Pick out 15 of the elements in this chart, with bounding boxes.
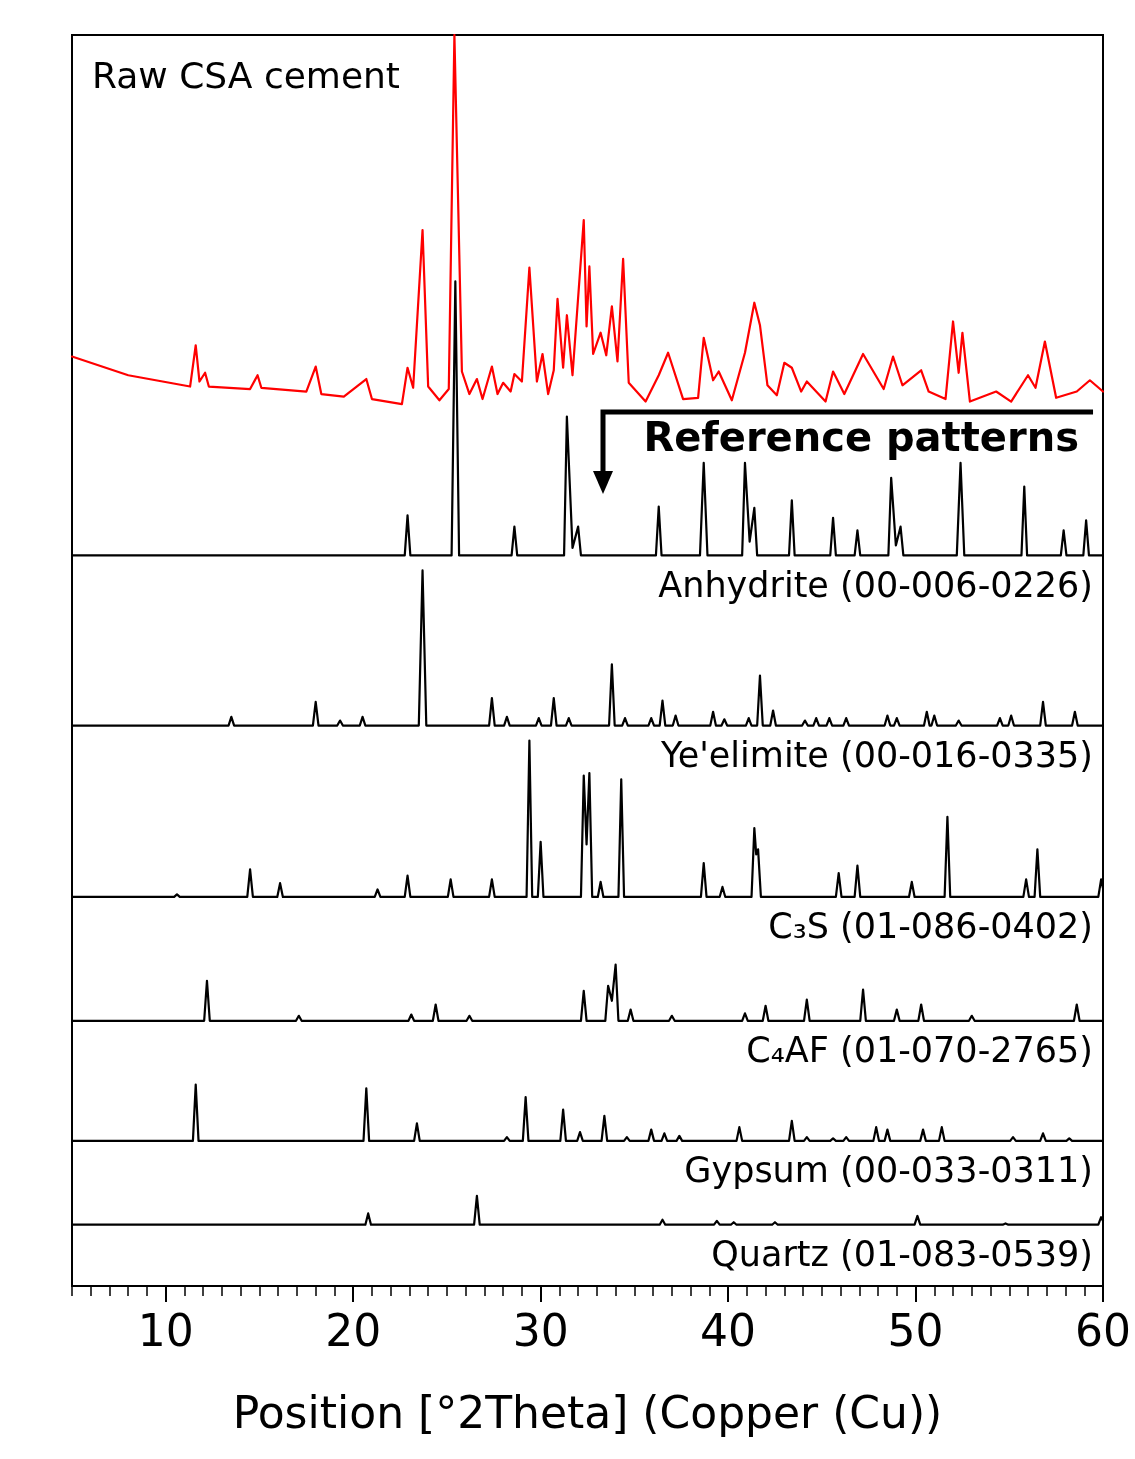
series-label: Ye'elimite (00-016-0335): [659, 735, 1093, 776]
annotation: Raw CSA cement: [92, 54, 400, 96]
x-tick-label: 50: [887, 1304, 944, 1356]
x-tick-label: 10: [137, 1304, 194, 1356]
x-tick-label: 40: [700, 1304, 757, 1356]
series-label: Quartz (01-083-0539): [711, 1234, 1093, 1275]
series-label: C₄AF (01-070-2765): [746, 1030, 1093, 1071]
series-label: C₃S (01-086-0402): [768, 906, 1093, 947]
x-tick-label: 20: [325, 1304, 382, 1356]
series-label: Gypsum (00-033-0311): [684, 1150, 1093, 1191]
series-label: Anhydrite (00-006-0226): [658, 564, 1093, 605]
x-tick-label: 60: [1075, 1304, 1131, 1356]
x-axis-title: Position [°2Theta] (Copper (Cu)): [232, 1386, 943, 1438]
annotation: Reference patterns: [643, 414, 1079, 461]
x-tick-label: 30: [512, 1304, 569, 1356]
